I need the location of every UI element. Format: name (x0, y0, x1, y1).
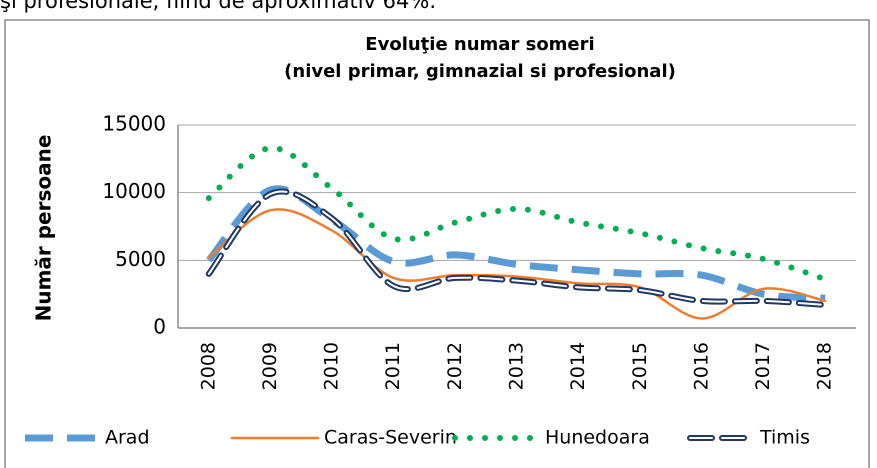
legend-label: Hunedoara (545, 427, 650, 449)
x-tick-label: 2010 (321, 342, 343, 390)
y-tick-label: 5000 (115, 247, 166, 271)
x-tick-label: 2014 (567, 342, 589, 390)
series-line (207, 208, 827, 320)
legend-label: Arad (105, 427, 150, 449)
x-tick-label: 2013 (506, 342, 528, 390)
x-tick-label: 2015 (629, 342, 651, 390)
y-tick-label: 0 (153, 315, 166, 339)
y-tick-label: 15000 (102, 112, 166, 136)
chart-title: Evoluţie numar someri (365, 34, 594, 55)
x-tick-label: 2011 (382, 342, 404, 390)
x-tick-label: 2009 (259, 342, 281, 390)
series-line (205, 145, 829, 283)
y-tick-label: 10000 (102, 179, 166, 203)
legend-label: Caras-Severin (324, 427, 457, 449)
series-line-inner (207, 190, 827, 306)
chart-subtitle: (nivel primar, gimnazial si profesional) (284, 61, 676, 82)
x-tick-label: 2008 (197, 342, 219, 390)
x-tick-label: 2017 (752, 342, 774, 390)
intro-text: şi profesionale, fiind de aproximativ 64… (0, 0, 436, 13)
y-axis-label: Număr persoane (32, 135, 56, 322)
x-tick-label: 2016 (690, 342, 712, 390)
x-tick-label: 2012 (444, 342, 466, 390)
legend-label: Timis (759, 427, 810, 449)
x-tick-label: 2018 (814, 342, 836, 390)
chart-frame (4, 19, 870, 468)
